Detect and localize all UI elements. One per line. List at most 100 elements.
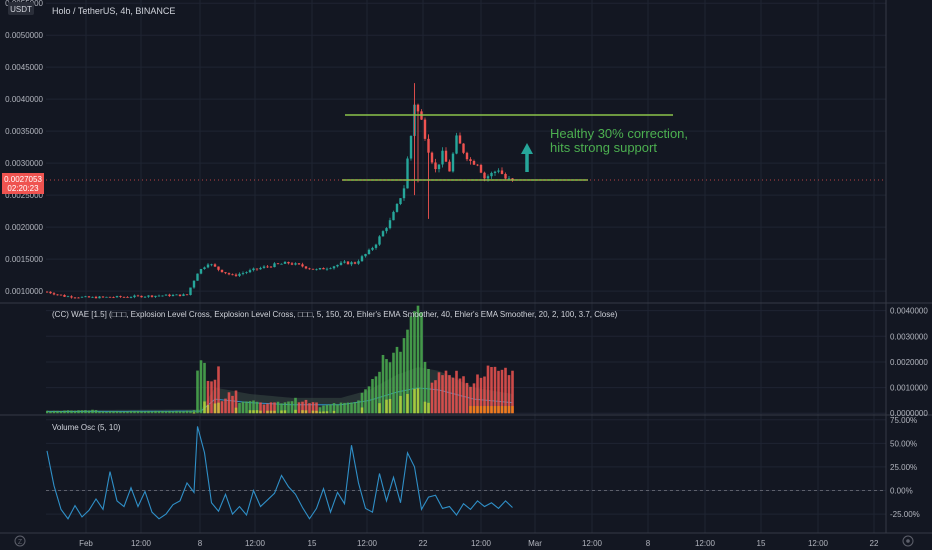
candle-body: [119, 296, 122, 297]
candle-body: [196, 273, 199, 281]
candle-body: [325, 268, 329, 270]
wae-trend-bar: [301, 410, 304, 414]
wae-bar: [66, 410, 70, 414]
candle-body: [154, 295, 157, 297]
candle-body: [147, 295, 150, 297]
wae-bar: [458, 378, 462, 414]
price-tick-label: 0.0010000: [5, 287, 43, 296]
wae-bar: [385, 359, 388, 414]
candle-body: [238, 273, 241, 276]
wae-bar: [73, 410, 77, 414]
annotation-line-2: hits strong support: [550, 140, 657, 155]
wae-trend-bar: [213, 403, 217, 414]
wae-bar: [364, 389, 367, 414]
candle-body: [105, 296, 108, 298]
candle-body: [52, 293, 56, 295]
gridlines: [46, 0, 886, 533]
wae-trend-bar: [507, 406, 511, 414]
volume-osc-series[interactable]: [46, 426, 513, 520]
candle-body: [129, 297, 133, 298]
wae-trend-bar: [378, 403, 381, 414]
wae-bar: [262, 404, 266, 414]
candle-body: [367, 249, 371, 255]
wae-tick-label: 0.0000000: [890, 409, 928, 418]
candle-body: [192, 280, 196, 288]
candle-body: [98, 296, 101, 299]
wae-bar: [210, 381, 213, 414]
candle-body: [262, 266, 266, 268]
time-axis[interactable]: Feb 12:00 8 12:00 15 12:00 22 12:00 Mar 12:00 8 12:…: [79, 539, 879, 548]
candle-body: [483, 172, 486, 179]
wae-bar: [378, 371, 381, 414]
wae-bar: [301, 401, 304, 414]
wae-bar: [437, 372, 441, 414]
candle-body: [297, 263, 301, 265]
annotation-line-1: Healthy 30% correction,: [550, 126, 688, 141]
price-axis[interactable]: 0.00100000.00150000.00200000.00250000.00…: [5, 0, 43, 296]
osc-tick-label: 25.00%: [890, 463, 917, 472]
wae-bar: [255, 401, 259, 414]
wae-trend-bar: [332, 410, 336, 414]
wae-bar: [136, 410, 140, 414]
wae-bar: [220, 401, 224, 414]
candle-body: [164, 294, 168, 296]
wae-bar: [280, 403, 283, 414]
candle-body: [217, 266, 220, 270]
candle-body: [175, 294, 178, 296]
osc-indicator-label[interactable]: Volume Osc (5, 10): [52, 423, 121, 432]
candle-body: [280, 263, 283, 265]
time-tick-label: 12:00: [695, 539, 716, 548]
wae-bar: [122, 411, 126, 414]
wae-bar: [147, 410, 150, 414]
wae-bar: [469, 387, 472, 414]
candle-body: [304, 266, 308, 269]
wae-bar: [402, 338, 406, 414]
wae-bar: [171, 411, 175, 414]
wae-bar: [413, 311, 416, 414]
candle-body: [241, 273, 245, 274]
wae-bar: [318, 407, 322, 414]
wae-bar: [143, 411, 147, 414]
wae-bar: [101, 411, 105, 414]
wae-bar: [329, 404, 332, 414]
wae-bar: [129, 411, 133, 414]
svg-text:Z: Z: [18, 539, 23, 546]
candle-body: [171, 294, 175, 297]
volume-osc-line: [46, 426, 513, 520]
wae-trend-bar: [203, 401, 206, 414]
candle-body: [444, 150, 448, 162]
candle-body: [94, 296, 98, 299]
candle-body: [210, 264, 213, 266]
wae-bar: [455, 370, 458, 414]
wae-bar: [308, 403, 311, 414]
timezone-icon[interactable]: Z: [14, 535, 26, 547]
wae-axis[interactable]: 0.0000000 0.0010000 0.0020000 0.0030000 0.00…: [890, 307, 928, 419]
candlestick-series[interactable]: [46, 83, 514, 299]
wae-bar: [409, 316, 413, 414]
candle-body: [465, 152, 469, 160]
candle-body: [266, 266, 269, 268]
osc-axis[interactable]: 75.00% 50.00% 25.00% 0.00% -25.00%: [890, 416, 920, 519]
candle-body: [115, 296, 119, 298]
wae-bar: [472, 383, 476, 414]
wae-bar: [269, 402, 273, 414]
candle-body: [189, 287, 192, 295]
candle-body: [126, 296, 129, 298]
wae-bar: [507, 375, 511, 414]
candle-body: [245, 272, 248, 274]
wae-bar: [259, 402, 262, 414]
candle-body: [46, 291, 49, 293]
wae-bar: [241, 401, 245, 414]
wae-bar: [196, 370, 199, 414]
osc-tick-label: 0.00%: [890, 487, 913, 496]
symbol-title[interactable]: Holo / TetherUS, 4h, BINANCE: [52, 6, 175, 16]
wae-indicator-label[interactable]: (CC) WAE [1.5] (□□□, Explosion Level Cro…: [52, 310, 618, 319]
wae-trend-bar: [252, 410, 255, 414]
candle-body: [231, 274, 234, 276]
candle-body: [143, 296, 147, 298]
candle-body: [168, 294, 171, 297]
wae-bar: [52, 410, 56, 414]
settings-icon[interactable]: [902, 535, 914, 547]
candle-body: [339, 262, 343, 265]
